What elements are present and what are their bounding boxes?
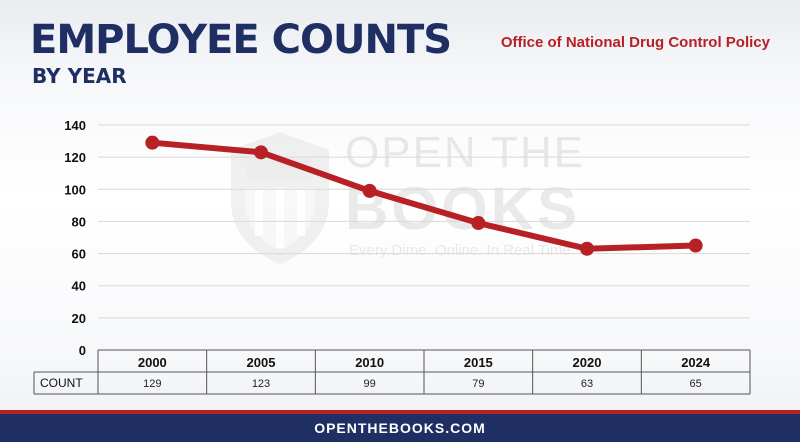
data-point [362, 183, 377, 198]
data-point [580, 241, 594, 256]
data-point [688, 238, 703, 253]
data-value-label: 63 [581, 378, 593, 390]
x-tick-label: 2020 [573, 355, 602, 370]
x-tick-label: 2000 [138, 355, 167, 370]
data-point [145, 135, 160, 150]
data-value-label: 79 [472, 378, 484, 390]
y-tick-label: 0 [79, 343, 86, 358]
watermark-line2: BOOKS [345, 175, 581, 242]
series-line [149, 139, 699, 252]
y-tick-label: 140 [64, 118, 86, 133]
x-tick-label: 2010 [355, 355, 384, 370]
y-tick-label: 20 [72, 311, 86, 326]
watermark-line1: OPEN THE [345, 128, 586, 177]
y-tick-label: 60 [72, 247, 86, 262]
data-point [471, 216, 486, 231]
chart-title: EMPLOYEE COUNTS [30, 17, 452, 63]
data-point [254, 145, 268, 160]
data-value-label: 129 [143, 378, 161, 390]
y-tick-label: 40 [72, 279, 86, 294]
y-tick-label: 100 [64, 182, 86, 197]
y-tick-label: 80 [72, 214, 86, 229]
x-tick-label: 2015 [464, 355, 493, 370]
footer-site-link[interactable]: OPENTHEBOOKS.COM [0, 410, 800, 442]
table-row-label: COUNT [40, 376, 83, 390]
watermark-tagline: Every Dime. Online. In Real Time. [349, 242, 575, 259]
data-value-label: 123 [252, 378, 270, 390]
line-chart: 0 20 40 60 80 100 120 140 COUNT 2000 2005 2010 2015 2… [33, 118, 751, 395]
x-tick-label: 2005 [247, 355, 276, 370]
y-tick-label: 120 [64, 150, 86, 165]
x-tick-label: 2024 [681, 355, 711, 370]
data-value-label: 99 [364, 378, 376, 390]
agency-name: Office of National Drug Control Policy [500, 34, 770, 51]
chart-subtitle: BY YEAR [32, 64, 127, 88]
data-value-label: 65 [690, 378, 702, 390]
